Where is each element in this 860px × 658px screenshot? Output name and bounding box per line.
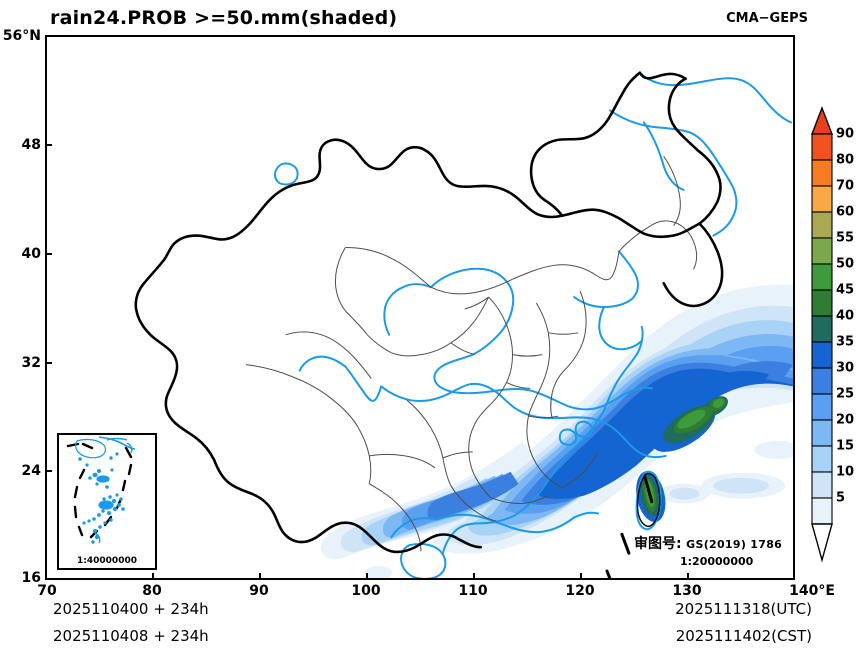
- colorbar-bin-20: [811, 419, 833, 447]
- approval-label: 审图号:: [634, 536, 682, 552]
- colorbar-label: 70: [836, 178, 855, 194]
- x-tick-label: 90: [249, 583, 269, 599]
- colorbar-label: 40: [836, 308, 855, 324]
- footer-init-time-cst: 2025110408 + 234h: [53, 627, 209, 645]
- colorbar-bin-25: [811, 393, 833, 421]
- colorbar-bin-45: [811, 289, 833, 317]
- x-tick-label: 80: [142, 583, 162, 599]
- colorbar-bin-90: [811, 133, 833, 161]
- colorbar-label: 25: [836, 386, 855, 402]
- inset-nine-dash-line: [66, 442, 133, 539]
- x-tick-mark: [473, 573, 475, 580]
- colorbar-bin-35: [811, 341, 833, 369]
- contour-spot-5-c: [754, 441, 793, 459]
- probability-shading: [320, 284, 793, 578]
- x-tick-mark: [687, 573, 689, 580]
- contour-spot-10-a: [713, 477, 770, 494]
- map-plot-area[interactable]: [45, 35, 795, 580]
- x-tick-label: 100: [351, 583, 381, 599]
- y-tick-mark: [45, 470, 52, 472]
- model-label: CMA−GEPS: [726, 11, 808, 26]
- colorbar-bin-10: [811, 471, 833, 499]
- colorbar-label: 30: [836, 360, 855, 376]
- y-tick-mark: [45, 362, 52, 364]
- y-axis: 56°N 48 40 32 24 16: [0, 0, 41, 658]
- colorbar-extend-max: [810, 106, 834, 135]
- contour-spot-5-d: [364, 566, 393, 578]
- y-tick-mark: [45, 144, 52, 146]
- colorbar-bin-50: [811, 263, 833, 291]
- inset-coastline: [75, 436, 136, 544]
- y-tick-mark: [45, 253, 52, 255]
- x-tick-label: 130: [672, 583, 702, 599]
- taiwan-outline: [636, 472, 661, 528]
- colorbar-label: 15: [836, 438, 855, 454]
- x-tick-mark: [152, 573, 154, 580]
- colorbar-bin-5: [811, 497, 833, 525]
- footer-valid-time-cst: 2025111402(CST): [675, 627, 812, 645]
- colorbar-label: 20: [836, 412, 855, 428]
- y-tick-label: 40: [21, 246, 41, 262]
- y-tick-label: 24: [21, 463, 41, 479]
- colorbar-label: 60: [836, 204, 855, 220]
- colorbar-bin-30: [811, 367, 833, 395]
- y-tick-label: 16: [21, 570, 41, 586]
- y-tick-label: 48: [21, 137, 41, 153]
- page-title: rain24.PROB >=50.mm(shaded): [50, 7, 398, 29]
- colorbar-bin-15: [811, 445, 833, 473]
- contour-band-30c: [427, 471, 519, 520]
- colorbar-bin-70: [811, 185, 833, 213]
- inset-scale-label: 1:40000000: [77, 556, 137, 566]
- colorbar[interactable]: 90 80 70 60 55 50 45 40 35 30 25 20 15 1…: [810, 106, 854, 563]
- colorbar-label: 90: [836, 126, 855, 142]
- colorbar-label: 80: [836, 152, 855, 168]
- contour-band-35b: [559, 370, 770, 491]
- approval-number: GS(2019) 1786: [686, 538, 783, 551]
- province-borders: [245, 155, 698, 552]
- x-tick-label: 140°E: [789, 583, 835, 599]
- footer-init-time-utc: 2025110400 + 234h: [53, 600, 209, 618]
- colorbar-label: 5: [836, 490, 846, 506]
- contour-spot-10-b: [669, 487, 700, 500]
- x-tick-label: 70: [37, 583, 57, 599]
- inset-map-svg: [66, 436, 136, 544]
- y-tick-label: 56°N: [2, 28, 41, 44]
- y-tick-label: 32: [21, 355, 41, 371]
- china-map-svg: [134, 71, 793, 578]
- colorbar-bin-80: [811, 159, 833, 187]
- footer-valid-time-utc: 2025111318(UTC): [675, 600, 812, 618]
- colorbar-extend-min: [811, 523, 833, 563]
- map-approval-note: 审图号: GS(2019) 1786 1:20000000: [634, 536, 782, 568]
- colorbar-bin-55: [811, 237, 833, 265]
- x-tick-label: 110: [458, 583, 488, 599]
- colorbar-svg: [810, 106, 834, 563]
- colorbar-label: 45: [836, 282, 855, 298]
- south-china-sea-inset[interactable]: 1:40000000: [57, 433, 157, 570]
- colorbar-bin-60: [811, 211, 833, 239]
- colorbar-label: 50: [836, 256, 855, 272]
- colorbar-label: 10: [836, 464, 855, 480]
- x-tick-mark: [366, 573, 368, 580]
- approval-scale: 1:20000000: [680, 554, 754, 568]
- colorbar-label: 55: [836, 230, 855, 246]
- x-tick-label: 120: [565, 583, 595, 599]
- x-tick-mark: [580, 573, 582, 580]
- x-tick-mark: [259, 573, 261, 580]
- nine-dash-line: [605, 475, 654, 578]
- colorbar-bin-40: [811, 315, 833, 343]
- national-border: [134, 71, 724, 554]
- colorbar-label: 35: [836, 334, 855, 350]
